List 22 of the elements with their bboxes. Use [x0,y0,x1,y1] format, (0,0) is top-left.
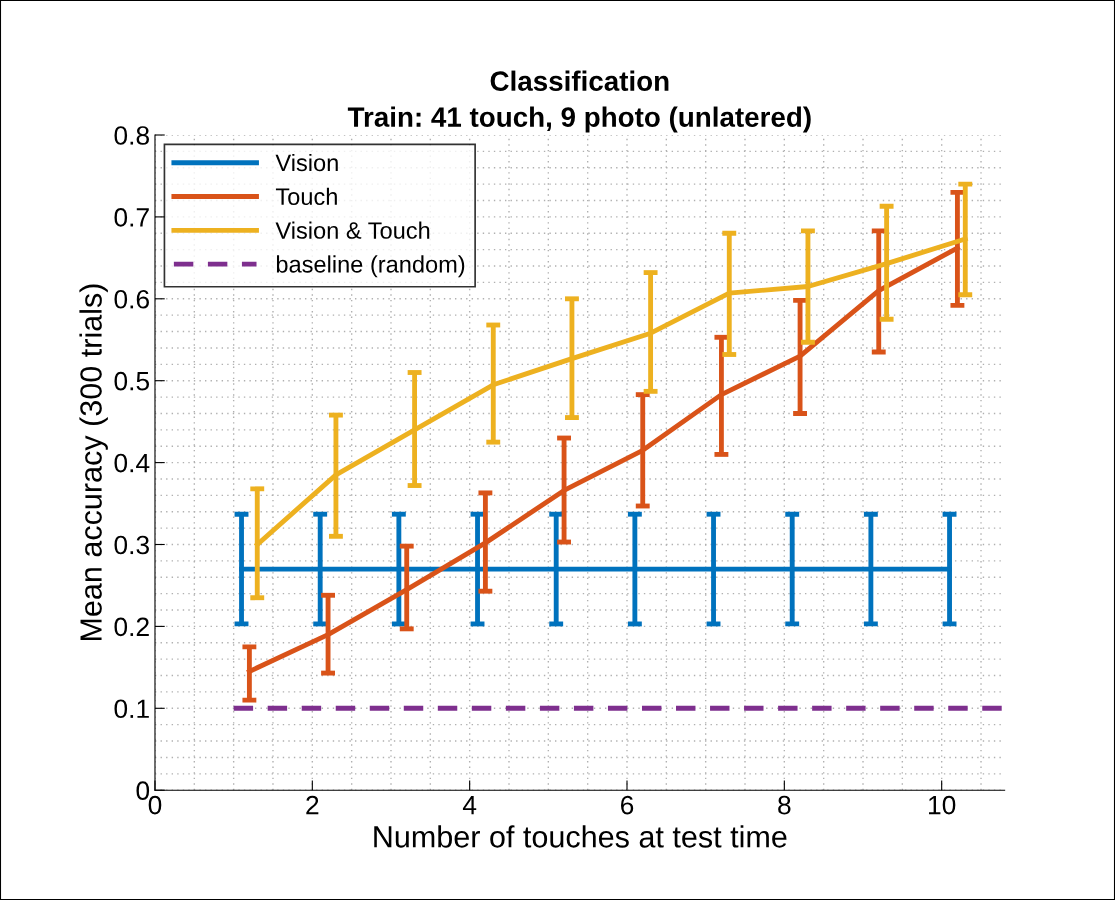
y-tick-label: 0.6 [114,289,149,309]
legend-label: Vision & Touch [275,221,430,239]
y-tick-label: 0.7 [114,208,149,227]
y-tick-label: 0.3 [114,535,149,555]
legend-label: Vision [275,153,338,172]
y-tick-label: 0 [136,781,150,801]
x-axis-title: Number of touches at test time [374,825,787,848]
x-tick-label: 4 [462,796,477,815]
x-tick-label: 8 [778,795,791,815]
y-tick-label: 0.4 [114,453,150,473]
legend-label: Touch [275,187,337,206]
y-tick-label: 0.8 [114,126,149,145]
x-tick-label: 2 [306,795,319,815]
chart-title: Classification [490,70,669,91]
y-tick-label: 0.2 [114,617,149,637]
y-axis-title: Mean accuracy (300 trials) [79,284,108,641]
x-tick-label: 10 [929,795,956,815]
y-tick-label: 0.1 [114,699,149,719]
chart-subtitle: Train: 41 touch, 9 photo (unlatered) [347,106,811,133]
y-tick-label: 0.5 [114,371,150,391]
legend-label: baseline (random) [276,255,465,278]
x-tick-label: 6 [621,795,634,815]
